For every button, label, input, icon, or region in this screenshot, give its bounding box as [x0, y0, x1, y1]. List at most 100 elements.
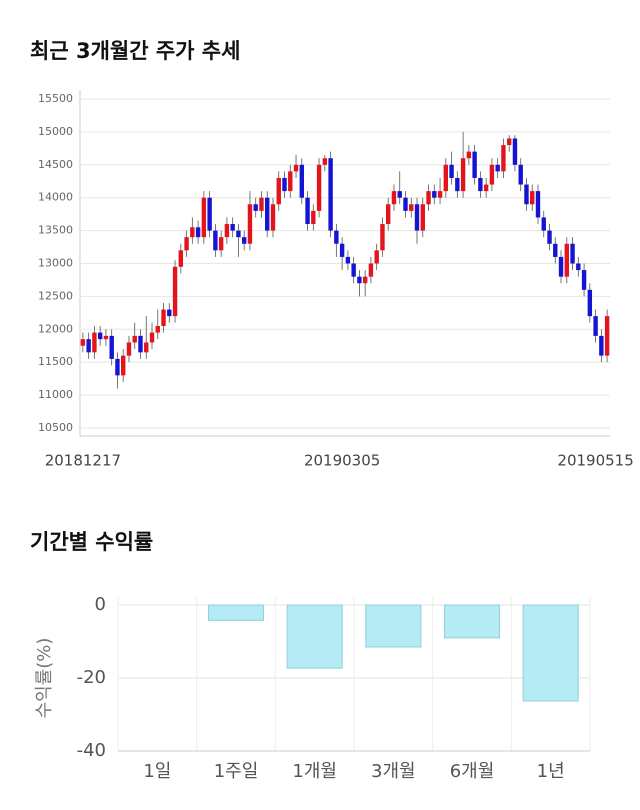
y-tick-label: 14000: [38, 191, 73, 204]
candle-body: [345, 256, 351, 264]
candle-body: [472, 151, 477, 178]
candle-body: [558, 256, 564, 277]
candle-body: [126, 342, 132, 356]
y-tick-label: 13500: [38, 224, 73, 237]
bar: [365, 604, 422, 648]
x-tick-label: 1일: [143, 761, 171, 782]
bar: [522, 604, 579, 702]
y-tick-label: 11500: [38, 355, 73, 368]
y-tick-label: 13000: [38, 257, 73, 270]
candle-body: [374, 250, 379, 264]
x-tick-label: 1개월: [292, 761, 337, 782]
candle-body: [288, 171, 293, 192]
candle-body: [270, 204, 276, 231]
candle-body: [115, 358, 120, 376]
candle-body: [121, 355, 126, 376]
candle-body: [282, 177, 287, 192]
candle-body: [518, 164, 523, 185]
candle-body: [236, 230, 241, 238]
candle-body: [570, 243, 575, 264]
candle-body: [230, 224, 235, 231]
candle-body: [512, 138, 518, 165]
candle-body: [357, 276, 362, 284]
x-tick-label: 20190305: [304, 452, 380, 470]
candle-body: [207, 197, 212, 231]
candle-body: [501, 145, 506, 172]
candle-body: [334, 230, 339, 244]
x-tick-label: 20190515: [557, 452, 633, 470]
candle-body: [409, 204, 414, 211]
chart-title: 기간별 수익률: [30, 530, 153, 554]
candle-body: [195, 227, 201, 238]
candle-body: [403, 197, 408, 211]
candle-body: [316, 164, 322, 211]
candle-body: [414, 204, 420, 231]
candle-body: [530, 191, 535, 205]
candle-body: [184, 237, 189, 251]
y-tick-label: 15500: [38, 92, 73, 105]
candle-body: [201, 197, 207, 238]
candle-body: [587, 289, 593, 317]
candle-body: [241, 237, 247, 244]
candle-body: [149, 332, 155, 343]
candle-body: [328, 158, 333, 231]
candle-body: [541, 217, 546, 231]
candle-body: [455, 177, 460, 192]
candle-body: [213, 230, 218, 251]
candle-body: [132, 335, 137, 343]
y-axis-label: 수익률(%): [34, 638, 55, 719]
candle-body: [339, 243, 345, 257]
y-tick-label: 0: [95, 594, 106, 615]
candle-body: [305, 197, 310, 225]
candle-body: [259, 197, 264, 211]
candle-body: [466, 151, 472, 159]
candle-body: [293, 164, 299, 172]
candle-body: [524, 184, 529, 205]
candle-body: [432, 191, 437, 198]
candle-body: [80, 339, 86, 346]
candle-body: [351, 263, 356, 277]
candle-body: [109, 335, 114, 359]
candle-body: [144, 342, 149, 353]
candle-body: [495, 164, 500, 172]
y-tick-label: 10500: [38, 421, 73, 434]
x-tick-label: 1년: [537, 761, 565, 782]
candle-body: [253, 204, 258, 211]
candle-body: [599, 335, 604, 356]
candle-body: [506, 138, 512, 146]
bar: [286, 604, 343, 669]
candle-body: [443, 164, 449, 192]
candle-body: [362, 276, 368, 284]
candle-body: [138, 335, 143, 353]
candle-body: [391, 191, 397, 205]
y-tick-label: 15000: [38, 125, 73, 138]
y-tick-label: 12500: [38, 289, 73, 302]
candle-body: [593, 316, 598, 336]
candle-body: [478, 177, 483, 192]
candle-body: [97, 332, 103, 340]
candle-body: [535, 191, 541, 218]
x-tick-label: 20181217: [45, 452, 121, 470]
candle-body: [380, 224, 385, 251]
x-tick-label: 1주일: [214, 761, 259, 782]
candle-body: [581, 270, 587, 290]
candle-body: [604, 316, 610, 356]
candle-body: [224, 224, 230, 238]
y-tick-label: 12000: [38, 322, 73, 335]
candle-body: [397, 191, 402, 198]
candle-body: [368, 263, 374, 277]
candle-body: [299, 164, 304, 198]
candle-body: [155, 326, 160, 333]
y-tick-label: -40: [77, 740, 106, 761]
candle-body: [218, 237, 224, 251]
chart-title: 최근 3개월간 주가 추세: [30, 39, 240, 63]
candle-body: [426, 191, 431, 205]
candle-body: [449, 164, 454, 178]
candle-body: [386, 204, 391, 225]
candle-body: [576, 263, 581, 271]
candle-body: [489, 164, 495, 185]
candle-body: [103, 335, 109, 340]
y-tick-label: 14500: [38, 158, 73, 171]
y-tick-label: -20: [77, 667, 106, 688]
